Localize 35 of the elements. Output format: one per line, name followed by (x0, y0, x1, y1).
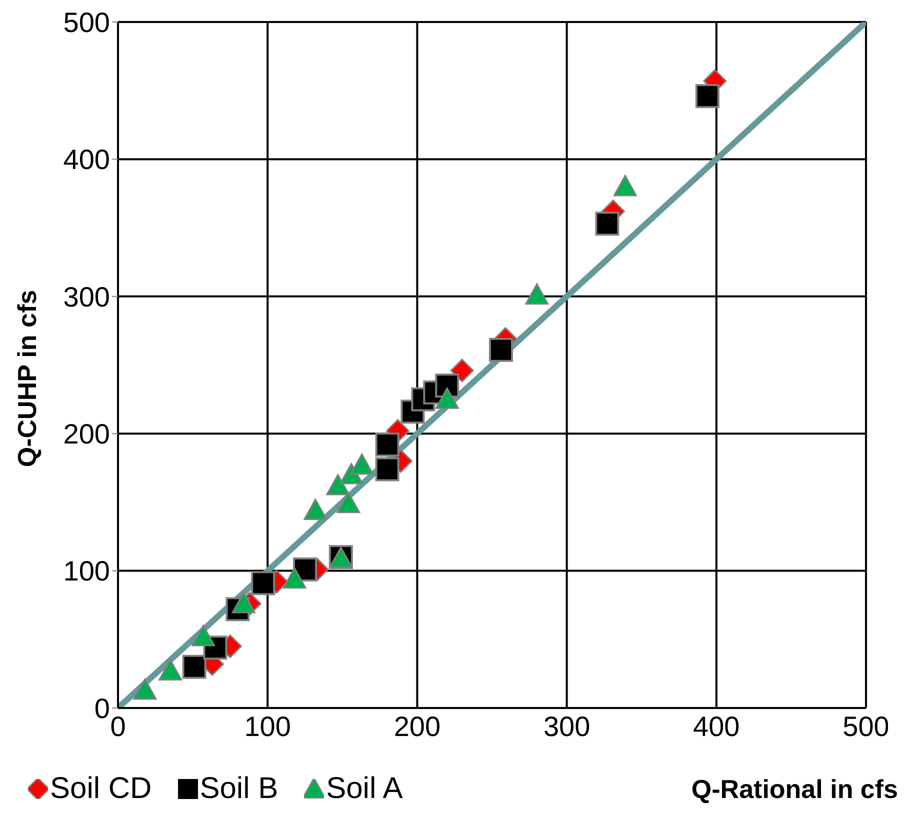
point (282, 567, 306, 589)
point (326, 474, 350, 496)
point (336, 492, 360, 514)
point (595, 212, 620, 236)
point (435, 388, 459, 409)
point (375, 457, 400, 482)
legend-label: Soil A (326, 772, 403, 806)
y-tick-label: 100 (63, 556, 110, 587)
point (695, 84, 720, 108)
point (133, 678, 157, 700)
x-tick-label: 400 (693, 710, 740, 742)
point (304, 498, 328, 520)
point (525, 283, 549, 305)
point (182, 654, 206, 679)
point (192, 624, 216, 646)
y-tick-label: 400 (63, 144, 110, 176)
x-tick-label: 200 (394, 710, 441, 742)
legend-label: Soil CD (50, 772, 152, 806)
x-tick-label: 300 (543, 710, 590, 742)
y-tick-label: 500 (63, 6, 110, 38)
legend-label: Soil B (200, 772, 278, 806)
point (613, 174, 637, 196)
y-tick-label: 300 (63, 281, 110, 312)
point (450, 358, 474, 382)
y-axis-title: Q-CUHP in cfs (12, 289, 44, 467)
point (488, 338, 513, 362)
x-axis-title: Q-Rational in cfs (691, 774, 898, 804)
point (375, 432, 400, 457)
x-tick-label: 100 (244, 710, 291, 742)
point (251, 571, 276, 596)
y-tick-label: 200 (63, 418, 110, 450)
point (158, 659, 182, 681)
x-tick-label: 500 (842, 710, 890, 742)
point (350, 453, 374, 475)
point (232, 592, 256, 614)
